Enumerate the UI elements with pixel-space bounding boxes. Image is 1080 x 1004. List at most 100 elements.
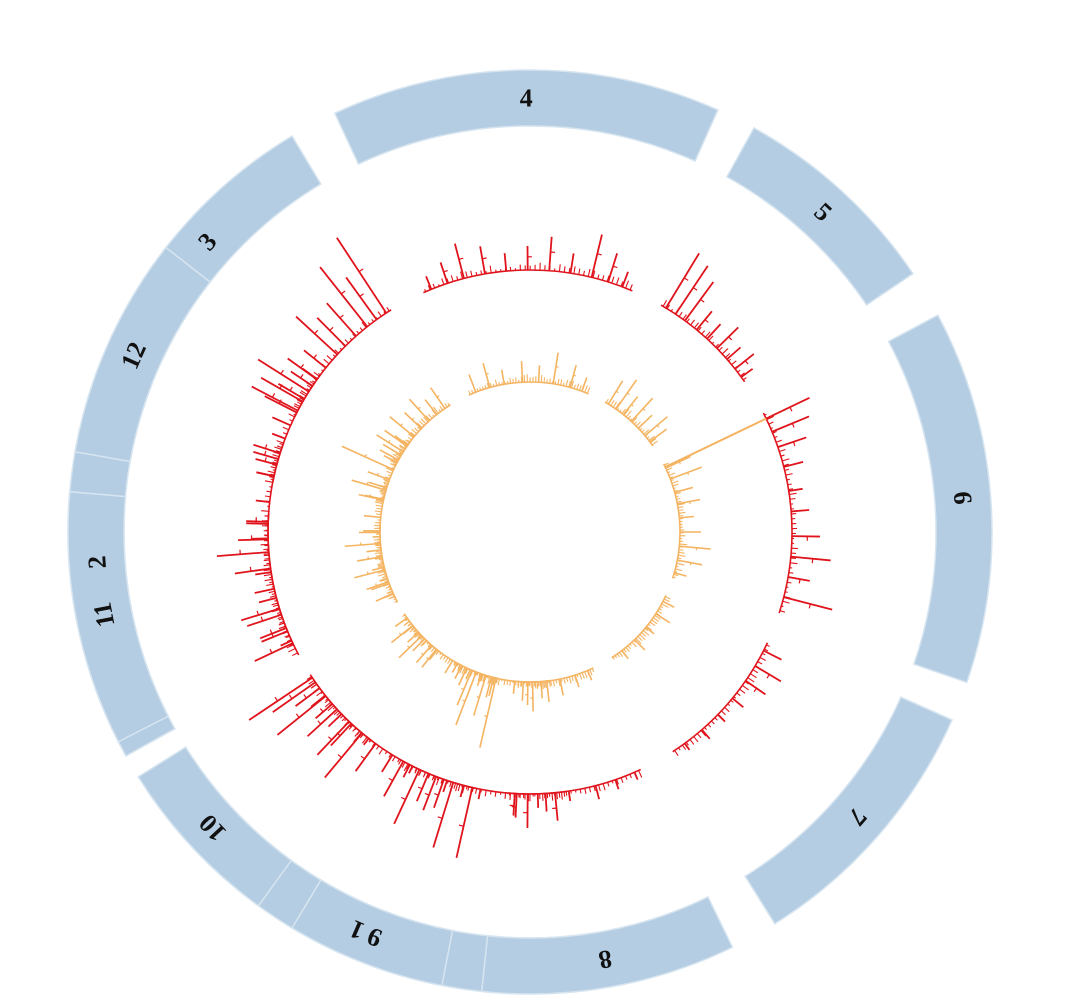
outer-track-peak-cap bbox=[329, 326, 334, 331]
inner-track-bar bbox=[631, 641, 637, 648]
outer-track-bar bbox=[348, 724, 354, 730]
inner-track-bar bbox=[677, 503, 685, 506]
outer-track-bar bbox=[681, 744, 687, 750]
inner-track-bar bbox=[420, 639, 427, 647]
inner-track-bar bbox=[560, 379, 563, 386]
outer-track-peak bbox=[319, 266, 368, 328]
outer-track-peak bbox=[326, 302, 357, 337]
inner-track-bar bbox=[457, 664, 462, 672]
outer-track-bar bbox=[733, 696, 737, 699]
outer-track-peak bbox=[454, 243, 465, 279]
inner-track-peak-cap bbox=[366, 571, 369, 575]
inner-track-bar bbox=[375, 513, 382, 516]
outer-track-peak-cap bbox=[339, 314, 344, 319]
outer-track-peak bbox=[254, 642, 294, 662]
inner-track-peak bbox=[382, 443, 402, 456]
outer-track-bar bbox=[270, 478, 274, 481]
inner-track-bar bbox=[627, 415, 632, 420]
inner-track-baseline-10 bbox=[403, 613, 441, 653]
outer-track-peak bbox=[272, 681, 316, 713]
inner-track-bar bbox=[375, 504, 383, 507]
inner-track-bar bbox=[549, 378, 551, 384]
inner-track-bar bbox=[573, 384, 576, 389]
outer-track-bar bbox=[405, 764, 410, 770]
inner-track-bar bbox=[377, 565, 385, 568]
inner-track-bar bbox=[465, 668, 469, 674]
outer-track-peak-cap bbox=[789, 406, 793, 412]
inner-track-peak bbox=[637, 414, 653, 429]
outer-track-peak-cap bbox=[458, 824, 464, 827]
outer-track-bar bbox=[401, 761, 406, 768]
outer-track-peak bbox=[754, 665, 782, 683]
inner-track-bar bbox=[581, 672, 585, 679]
outer-track-bar bbox=[268, 590, 275, 594]
outer-track-bar bbox=[271, 602, 278, 606]
outer-track-bar bbox=[788, 571, 794, 574]
outer-track-bar bbox=[273, 459, 278, 462]
inner-track-peak bbox=[521, 681, 524, 701]
inner-track-peak bbox=[569, 364, 577, 388]
outer-track-peak bbox=[590, 234, 603, 278]
inner-track-bar bbox=[557, 378, 560, 385]
outer-track-bar bbox=[313, 371, 320, 377]
inner-track-bar bbox=[444, 403, 448, 408]
outer-track-peak bbox=[280, 639, 292, 647]
outer-track-peak-cap bbox=[424, 792, 430, 796]
outer-track-peak bbox=[745, 680, 766, 696]
inner-track-bar bbox=[497, 678, 500, 686]
outer-track-peak-cap bbox=[300, 364, 304, 369]
inner-track-bar bbox=[498, 382, 501, 386]
outer-track-peak-cap bbox=[264, 457, 267, 462]
outer-track-bar bbox=[768, 421, 774, 425]
inner-track-peak bbox=[407, 631, 420, 643]
outer-track-peak-cap bbox=[327, 736, 333, 741]
inner-track-bar bbox=[427, 413, 433, 419]
outer-track-peak bbox=[459, 785, 465, 798]
outer-track-bar bbox=[263, 573, 272, 577]
outer-track-bar bbox=[321, 369, 324, 372]
outer-track-peak-cap bbox=[443, 269, 448, 273]
outer-track-bar bbox=[602, 783, 606, 791]
outer-track-baseline-1 bbox=[314, 681, 567, 795]
inner-track-bar bbox=[477, 673, 482, 681]
outer-track-bar bbox=[347, 721, 351, 725]
outer-track-bar bbox=[678, 747, 681, 751]
outer-track-bar bbox=[306, 676, 312, 681]
outer-track-bar bbox=[282, 426, 289, 431]
inner-track-bar bbox=[652, 617, 659, 622]
inner-track-peak bbox=[383, 454, 398, 464]
outer-track-bar bbox=[306, 390, 309, 393]
outer-track-bar bbox=[264, 480, 273, 483]
inner-track-bar bbox=[379, 577, 388, 581]
inner-track-bar bbox=[393, 598, 396, 601]
inner-track-bar bbox=[402, 439, 409, 445]
inner-track-bar bbox=[625, 410, 632, 418]
outer-track-peak bbox=[255, 458, 278, 466]
inner-track-bar bbox=[386, 470, 393, 474]
inner-track-peak bbox=[586, 670, 593, 681]
outer-track-peak bbox=[261, 630, 288, 643]
outer-track-peak-cap bbox=[358, 268, 364, 273]
outer-track-bar bbox=[356, 330, 360, 334]
inner-track-bar bbox=[605, 398, 609, 404]
outer-track-peak bbox=[594, 785, 600, 800]
outer-track-bar bbox=[267, 572, 272, 574]
inner-track-bar bbox=[589, 669, 593, 676]
outer-track-bar bbox=[465, 271, 468, 278]
inner-track-peak bbox=[371, 582, 390, 591]
inner-track-peak-cap bbox=[388, 440, 391, 443]
inner-track-peak bbox=[412, 638, 426, 652]
outer-track-bar bbox=[790, 562, 798, 565]
outer-track-bar bbox=[715, 343, 719, 348]
inner-track-bar bbox=[447, 402, 450, 406]
outer-track-peak bbox=[706, 323, 722, 340]
inner-track-bar bbox=[648, 435, 655, 441]
outer-track-peak-cap bbox=[336, 732, 341, 737]
outer-track-baseline-12 bbox=[272, 373, 322, 483]
outer-track-bar bbox=[356, 730, 361, 736]
inner-track-bar bbox=[562, 382, 565, 386]
inner-track-bar bbox=[426, 642, 430, 645]
outer-track-peak bbox=[310, 694, 326, 708]
outer-track-peak bbox=[257, 358, 310, 393]
chromosome-segment-8 bbox=[480, 895, 734, 995]
